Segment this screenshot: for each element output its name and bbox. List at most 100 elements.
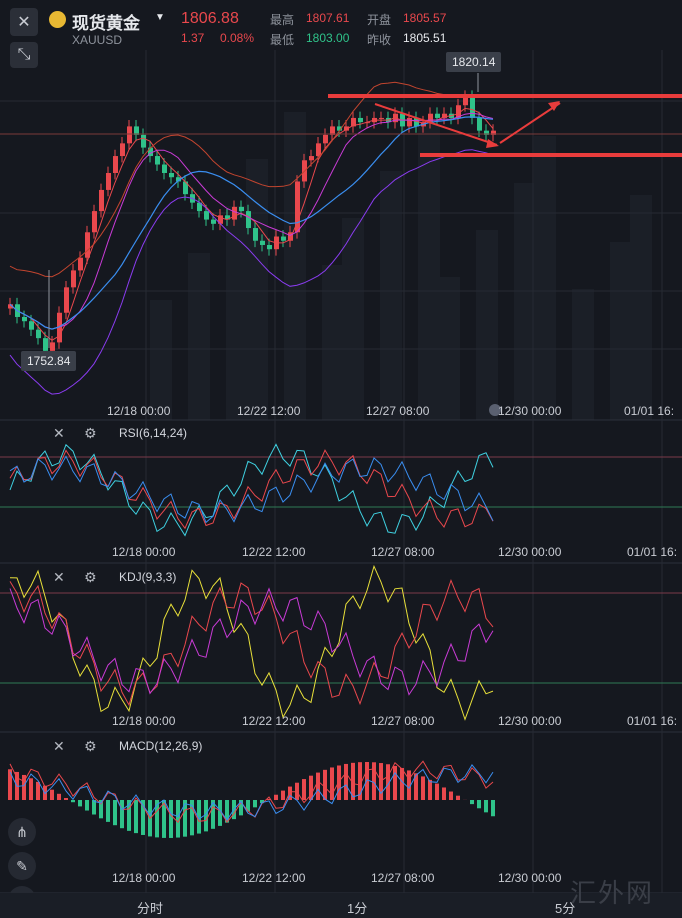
macd-bar bbox=[484, 800, 488, 813]
macd-bar bbox=[36, 781, 40, 800]
magnet-icon[interactable]: ⋔ bbox=[8, 818, 36, 846]
candle-body bbox=[288, 232, 293, 241]
low-price-tag: 1752.84 bbox=[21, 351, 77, 371]
candle-body bbox=[379, 117, 384, 119]
arrow-head bbox=[486, 139, 499, 148]
background-building bbox=[380, 171, 402, 420]
settings-icon[interactable]: ⚙ bbox=[84, 569, 97, 585]
candle-body bbox=[155, 156, 160, 165]
chevron-down-icon[interactable]: ▼ bbox=[155, 12, 165, 23]
candle-body bbox=[442, 113, 447, 118]
candle-body bbox=[414, 117, 419, 127]
high-label: 最高 bbox=[270, 13, 295, 27]
macd-bar bbox=[8, 769, 12, 800]
candle-body bbox=[309, 156, 314, 161]
macd-bar bbox=[456, 795, 460, 800]
trend-arrow bbox=[374, 103, 498, 146]
settings-icon[interactable]: ⚙ bbox=[84, 425, 97, 441]
main-time-label: 12/30 00:00 bbox=[498, 404, 562, 418]
macd-bar bbox=[330, 767, 334, 800]
fullscreen-exit-icon[interactable]: ⤡ bbox=[10, 42, 38, 68]
macd-bar bbox=[372, 762, 376, 800]
timeframe-tick[interactable]: 分时 bbox=[137, 901, 164, 916]
candle-body bbox=[148, 147, 153, 157]
macd-bar bbox=[393, 765, 397, 800]
background-building bbox=[610, 242, 632, 420]
macd-bar bbox=[99, 800, 103, 819]
prev-close-value: 1805.51 bbox=[403, 31, 447, 45]
candle-body bbox=[134, 126, 139, 135]
background-building bbox=[246, 159, 268, 420]
macd-bar bbox=[197, 800, 201, 834]
background-building bbox=[226, 206, 248, 420]
macd-time-label: 12/27 08:00 bbox=[371, 871, 435, 885]
candle-body bbox=[176, 177, 181, 182]
rsi-line bbox=[9, 449, 494, 530]
trend-arrow bbox=[499, 102, 561, 144]
close-icon[interactable]: ✕ bbox=[53, 738, 65, 754]
background-building bbox=[322, 265, 344, 420]
macd-bar bbox=[414, 773, 418, 800]
rsi-time-label: 12/22 12:00 bbox=[242, 545, 306, 559]
timeframe-1min[interactable]: 1分 bbox=[347, 901, 368, 916]
macd-bar bbox=[239, 800, 243, 816]
macd-line bbox=[9, 764, 494, 821]
macd-bar bbox=[302, 779, 306, 800]
macd-bar bbox=[50, 789, 54, 800]
macd-bar bbox=[71, 800, 75, 803]
candle-body bbox=[78, 257, 83, 271]
macd-bar bbox=[22, 774, 26, 800]
candle-body bbox=[36, 329, 41, 339]
settings-icon[interactable]: ⚙ bbox=[84, 738, 97, 754]
candle-body bbox=[113, 156, 118, 173]
close-icon[interactable]: ✕ bbox=[10, 8, 38, 36]
macd-bar bbox=[281, 790, 285, 800]
candle-body bbox=[267, 244, 272, 250]
macd-bar bbox=[225, 800, 229, 823]
macd-time-label: 12/22 12:00 bbox=[242, 871, 306, 885]
candle-body bbox=[218, 215, 223, 224]
macd-line bbox=[9, 760, 494, 824]
timeframe-5min[interactable]: 5分 bbox=[555, 901, 576, 916]
macd-bar bbox=[190, 800, 194, 836]
open-value: 1805.57 bbox=[403, 11, 447, 25]
macd-bar bbox=[106, 800, 110, 822]
background-building bbox=[630, 195, 652, 420]
candle-body bbox=[106, 172, 111, 190]
candle-body bbox=[456, 105, 461, 118]
candle-body bbox=[344, 126, 349, 131]
background-building bbox=[284, 112, 306, 420]
candle-body bbox=[253, 228, 258, 241]
arrow-head bbox=[548, 101, 560, 111]
candle-body bbox=[358, 117, 363, 123]
macd-bar bbox=[379, 763, 383, 800]
pen-icon[interactable]: ✎ bbox=[8, 852, 36, 880]
candle-body bbox=[43, 338, 48, 351]
macd-bar bbox=[365, 762, 369, 800]
gold-coin-icon bbox=[49, 11, 66, 28]
kdj-time-label: 12/22 12:00 bbox=[242, 714, 306, 728]
candle-body bbox=[484, 130, 489, 135]
close-icon[interactable]: ✕ bbox=[53, 425, 65, 441]
main-time-label: 12/18 00:00 bbox=[107, 404, 171, 418]
macd-bar bbox=[316, 772, 320, 800]
prev-close-label: 昨收 bbox=[367, 33, 392, 47]
macd-bar bbox=[358, 762, 362, 800]
macd-bar bbox=[155, 800, 159, 838]
candle-body bbox=[92, 211, 97, 233]
macd-bar bbox=[29, 778, 33, 800]
macd-bar bbox=[288, 786, 292, 800]
candle-body bbox=[281, 236, 286, 241]
macd-bar bbox=[477, 800, 481, 809]
current-price: 1806.88 bbox=[181, 10, 239, 27]
macd-bar bbox=[176, 800, 180, 838]
close-icon[interactable]: ✕ bbox=[53, 569, 65, 585]
candle-body bbox=[323, 134, 328, 144]
macd-bar bbox=[169, 800, 173, 838]
macd-bar bbox=[344, 763, 348, 800]
macd-bar bbox=[323, 769, 327, 800]
symbol-title[interactable]: 现货黄金 bbox=[72, 14, 140, 33]
macd-bar bbox=[218, 800, 222, 826]
crosshair-dot-icon[interactable] bbox=[489, 404, 501, 416]
